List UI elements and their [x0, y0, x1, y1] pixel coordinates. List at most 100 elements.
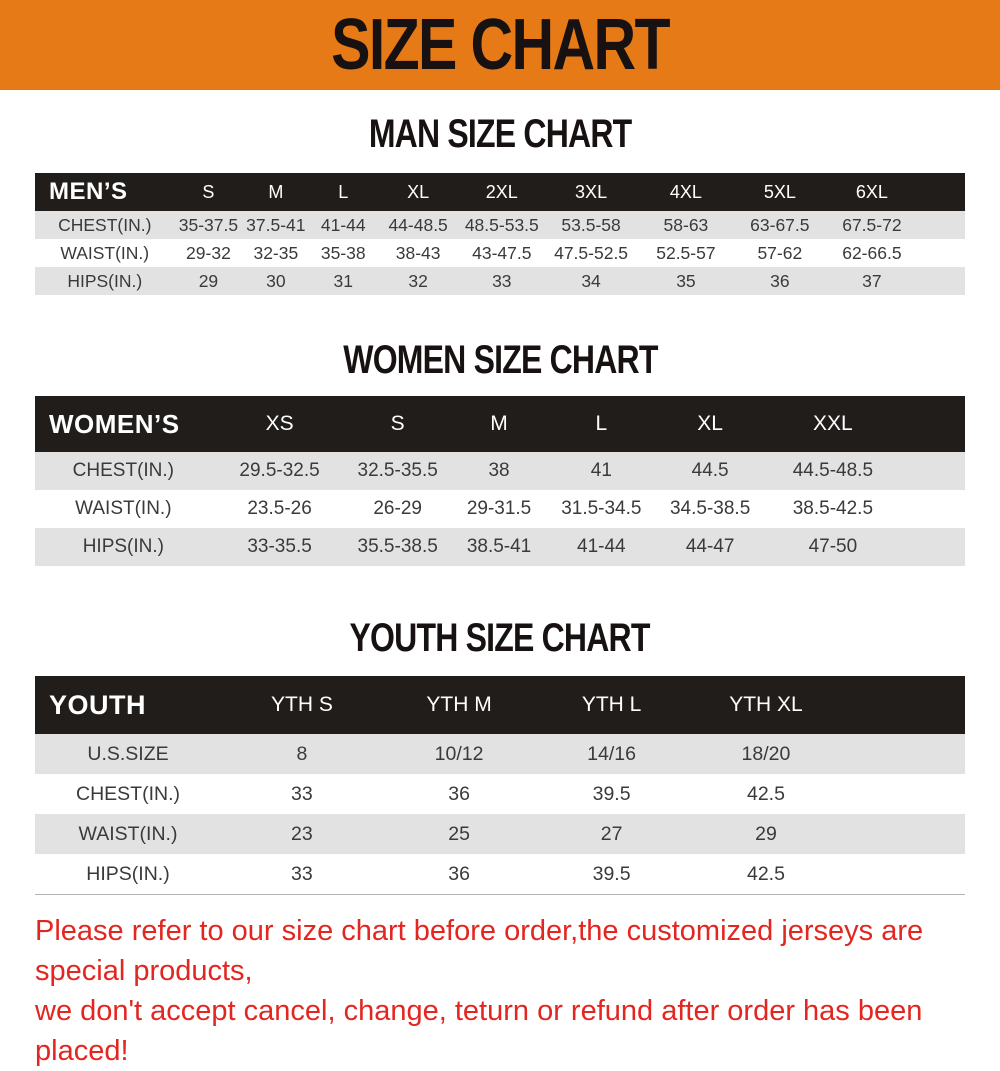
cell: 43-47.5 [472, 242, 532, 263]
filler-cell [844, 814, 965, 854]
men-size-m: M [268, 181, 284, 202]
cell: 38 [488, 460, 510, 481]
cell: 31.5-34.5 [561, 498, 642, 519]
cell: 33 [291, 782, 313, 805]
filler-cell [898, 490, 965, 528]
row-label: CHEST(IN.) [72, 460, 174, 481]
women-size-xs: XS [265, 412, 294, 435]
women-header-row: WOMEN’S XS S M L XL XXL [35, 396, 965, 452]
women-size-xl: XL [697, 412, 723, 435]
cell: 25 [448, 822, 470, 845]
youth-header-label: YOUTH [49, 689, 146, 720]
cell: 39.5 [592, 862, 631, 885]
cell: 42.5 [746, 782, 785, 805]
men-hips-row: HIPS(IN.) 29 30 31 32 33 34 35 36 37 [35, 267, 965, 295]
cell: 29.5-32.5 [239, 460, 320, 481]
youth-hips-row: HIPS(IN.) 33 36 39.5 42.5 [35, 854, 965, 895]
youth-ussize-row: U.S.SIZE 8 10/12 14/16 18/20 [35, 734, 965, 774]
men-header-label: MEN’S [49, 178, 128, 205]
cell: 37.5-41 [246, 214, 306, 235]
cell: 33 [291, 862, 313, 885]
cell: 34.5-38.5 [669, 498, 751, 519]
cell: 29 [755, 822, 777, 845]
cell: 23 [291, 822, 313, 845]
cell: 31 [333, 270, 353, 291]
page-title: SIZE CHART [331, 5, 670, 85]
men-chart-heading-text: MAN SIZE CHART [368, 112, 632, 156]
cell: 52.5-57 [656, 242, 716, 263]
row-label: U.S.SIZE [87, 742, 169, 765]
cell: 29-31.5 [466, 498, 532, 519]
row-label: WAIST(IN.) [60, 242, 150, 263]
cell: 30 [266, 270, 286, 291]
cell: 44-48.5 [388, 214, 448, 235]
cell: 41-44 [320, 214, 366, 235]
filler-cell [898, 452, 965, 490]
cell: 32-35 [253, 242, 299, 263]
youth-waist-row: WAIST(IN.) 23 25 27 29 [35, 814, 965, 854]
disclaimer-line-2: we don't accept cancel, change, teturn o… [35, 995, 923, 1067]
row-label: CHEST(IN.) [58, 214, 152, 235]
cell: 14/16 [587, 742, 636, 765]
filler-cell [918, 267, 965, 295]
cell: 41-44 [577, 536, 626, 557]
cell: 62-66.5 [842, 242, 902, 263]
disclaimer-line-1: Please refer to our size chart before or… [35, 915, 924, 987]
women-chart-heading: WOMEN SIZE CHART [0, 338, 1000, 382]
cell: 42.5 [746, 862, 785, 885]
cell: 67.5-72 [842, 214, 902, 235]
cell: 38-43 [395, 242, 441, 263]
men-size-l: L [338, 181, 349, 202]
row-label: WAIST(IN.) [78, 822, 178, 845]
cell: 32 [408, 270, 428, 291]
cell: 35.5-38.5 [357, 536, 438, 557]
cell: 35-37.5 [178, 214, 239, 235]
cell: 44.5 [691, 460, 729, 481]
cell: 47.5-52.5 [554, 242, 629, 263]
youth-header-filler [844, 676, 965, 734]
youth-size-xl: YTH XL [729, 693, 803, 716]
cell: 32.5-35.5 [357, 460, 438, 481]
cell: 48.5-53.5 [464, 214, 539, 235]
cell: 33-35.5 [247, 536, 312, 557]
cell: 10/12 [434, 742, 484, 765]
cell: 38.5-42.5 [792, 498, 874, 519]
row-label: HIPS(IN.) [86, 862, 170, 885]
women-chest-row: CHEST(IN.) 29.5-32.5 32.5-35.5 38 41 44.… [35, 452, 965, 490]
disclaimer-note: Please refer to our size chart before or… [35, 911, 970, 1071]
youth-size-l: YTH L [581, 693, 642, 716]
men-header-filler [918, 173, 965, 211]
cell: 27 [600, 822, 623, 845]
men-size-5xl: 5XL [763, 181, 796, 202]
men-chart-heading: MAN SIZE CHART [0, 112, 1000, 156]
women-size-s: S [390, 412, 405, 435]
cell: 44.5-48.5 [792, 460, 874, 481]
women-header-label: WOMEN’S [49, 408, 180, 439]
youth-size-s: YTH S [270, 693, 333, 716]
row-label: HIPS(IN.) [67, 270, 143, 291]
youth-size-m: YTH M [426, 693, 492, 716]
youth-header-row: YOUTH YTH S YTH M YTH L YTH XL [35, 676, 965, 734]
cell: 38.5-41 [466, 536, 532, 557]
men-size-table: MEN’S S M L XL 2XL 3XL 4XL 5XL 6XL CHEST… [35, 173, 965, 295]
filler-cell [844, 854, 965, 895]
cell: 29 [198, 270, 219, 291]
women-chart-heading-text: WOMEN SIZE CHART [342, 338, 658, 382]
filler-cell [844, 734, 965, 774]
women-header-filler [898, 396, 965, 452]
men-chest-row: CHEST(IN.) 35-37.5 37.5-41 41-44 44-48.5… [35, 211, 965, 239]
men-size-2xl: 2XL [485, 181, 518, 202]
men-size-xl: XL [407, 181, 430, 202]
cell: 58-63 [663, 214, 709, 235]
cell: 36 [448, 862, 470, 885]
youth-chart-heading: YOUTH SIZE CHART [0, 616, 1000, 660]
cell: 35-38 [320, 242, 366, 263]
men-size-6xl: 6XL [855, 181, 888, 202]
men-header-row: MEN’S S M L XL 2XL 3XL 4XL 5XL 6XL [35, 173, 965, 211]
cell: 26-29 [373, 498, 422, 519]
row-label: WAIST(IN.) [75, 498, 172, 519]
cell: 33 [492, 270, 512, 291]
banner: SIZE CHART [0, 0, 1000, 90]
cell: 36 [448, 782, 470, 805]
cell: 63-67.5 [750, 214, 810, 235]
